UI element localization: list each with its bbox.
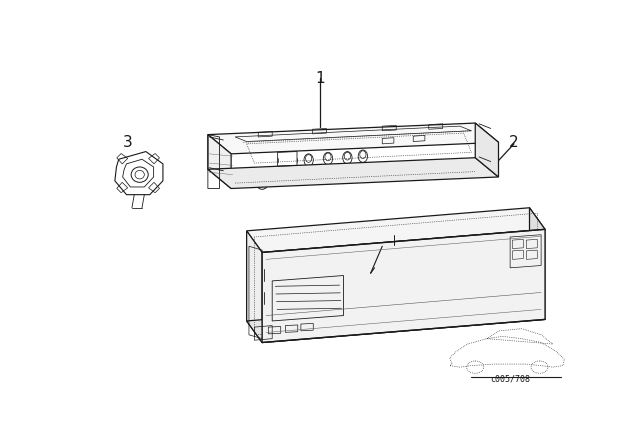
Text: c005/708: c005/708 [490, 375, 530, 383]
Text: 2: 2 [509, 134, 519, 150]
Polygon shape [208, 134, 231, 189]
Text: 1: 1 [316, 71, 325, 86]
Polygon shape [246, 298, 545, 343]
Text: 3: 3 [123, 134, 133, 150]
Polygon shape [208, 158, 499, 189]
Polygon shape [246, 231, 262, 343]
Polygon shape [476, 123, 499, 177]
Polygon shape [529, 208, 545, 319]
Polygon shape [246, 208, 545, 252]
Polygon shape [208, 123, 499, 154]
Polygon shape [262, 229, 545, 343]
